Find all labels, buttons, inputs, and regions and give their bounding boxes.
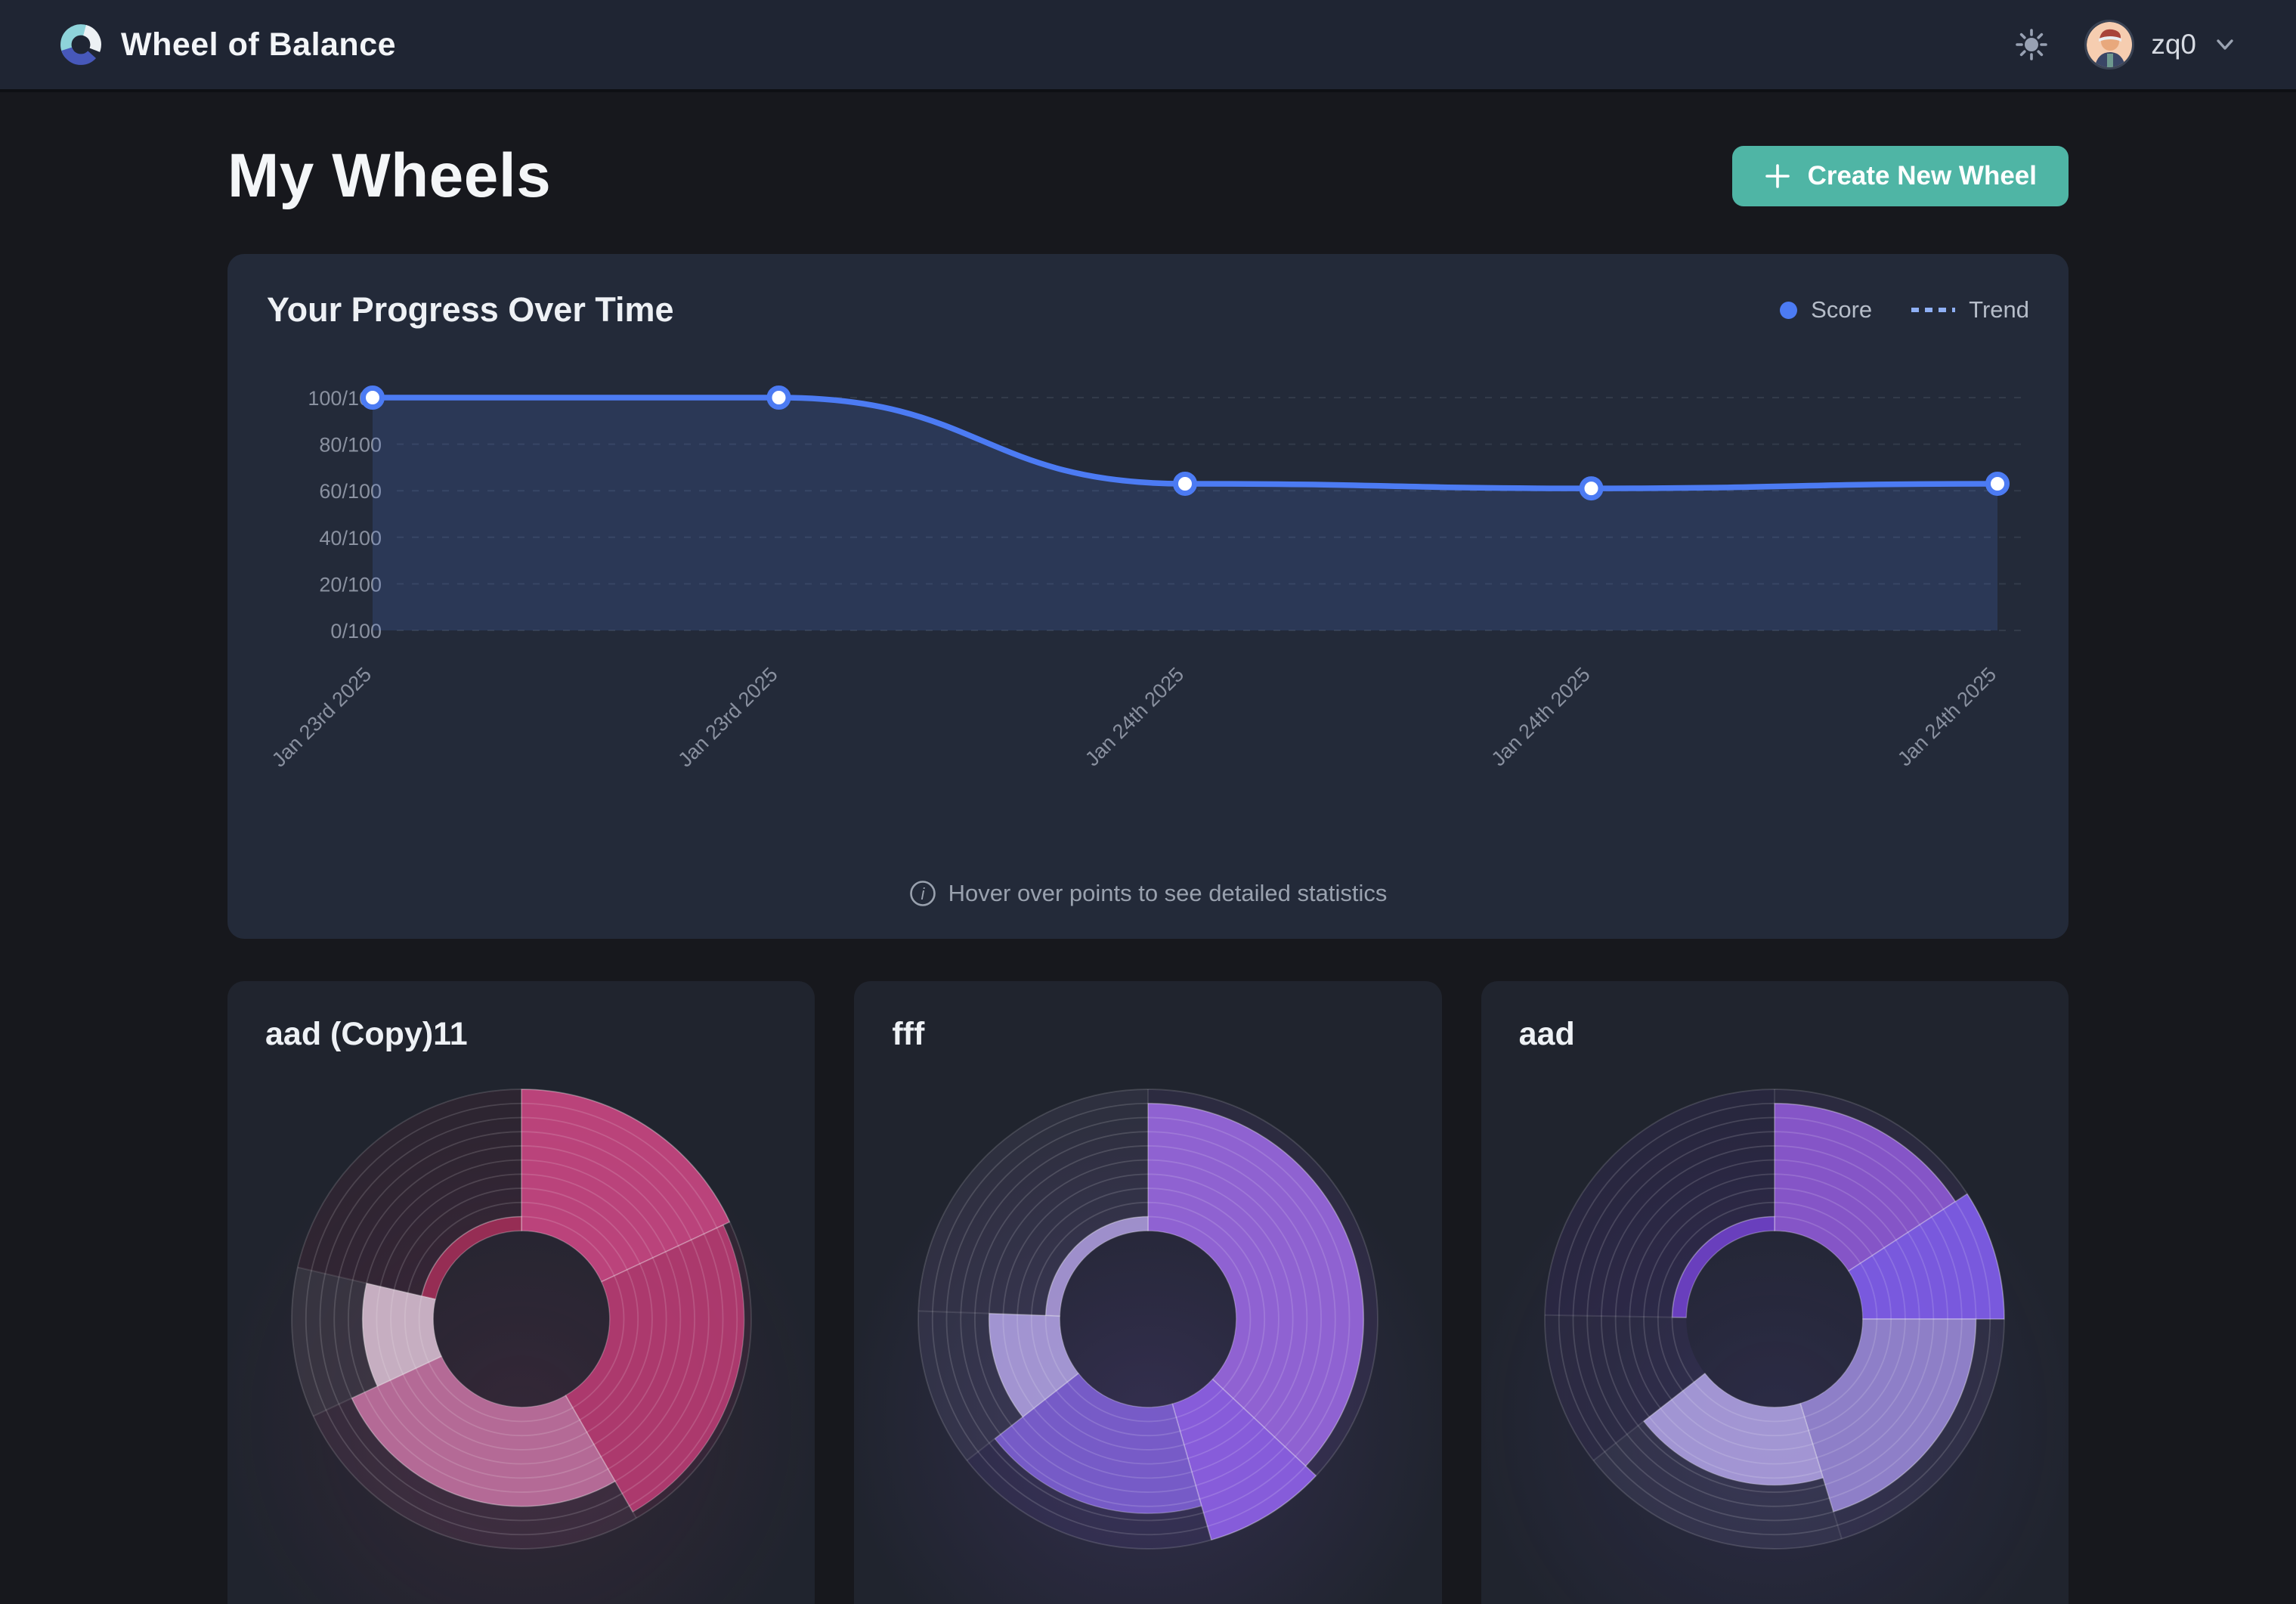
svg-text:40/100: 40/100: [319, 527, 382, 550]
theme-toggle-button[interactable]: [2015, 28, 2048, 61]
wheel-title: aad (Copy)11: [265, 1016, 468, 1052]
brand-title: Wheel of Balance: [121, 26, 397, 63]
chevron-down-icon: [2217, 39, 2233, 50]
svg-text:20/100: 20/100: [319, 573, 382, 596]
chart-hint-text: Hover over points to see detailed statis…: [948, 880, 1388, 906]
brand[interactable]: Wheel of Balance: [59, 23, 396, 67]
progress-card-title: Your Progress Over Time: [267, 290, 674, 329]
legend-score: Score: [1780, 296, 1872, 324]
create-new-wheel-label: Create New Wheel: [1807, 161, 2037, 190]
wheel-chart[interactable]: [912, 1083, 1384, 1555]
navbar-right: zq0: [2015, 20, 2237, 70]
main-content: My Wheels Create New Wheel Your Progress…: [227, 141, 2069, 1604]
svg-text:Jan 24th 2025: Jan 24th 2025: [1487, 663, 1595, 770]
wheel-chart-container: [892, 1083, 1403, 1555]
score-dot-icon: [1780, 301, 1798, 319]
navbar: Wheel of Balance: [0, 0, 2296, 92]
legend-trend-label: Trend: [1969, 296, 2029, 323]
svg-text:Jan 23rd 2025: Jan 23rd 2025: [673, 663, 781, 771]
svg-text:0/100: 0/100: [330, 620, 382, 643]
sun-icon: [2016, 29, 2048, 60]
chart-legend: Score Trend: [1780, 296, 2029, 324]
wheel-chart-container: [265, 1083, 777, 1555]
plus-icon: [1765, 164, 1790, 188]
wheel-chart-container: [1519, 1083, 2031, 1555]
svg-text:80/100: 80/100: [319, 434, 382, 457]
svg-text:i: i: [921, 884, 925, 903]
user-menu[interactable]: zq0: [2084, 20, 2237, 70]
svg-text:Jan 24th 2025: Jan 24th 2025: [1893, 663, 2000, 770]
wheel-chart[interactable]: [286, 1083, 757, 1555]
username: zq0: [2151, 29, 2196, 60]
progress-card: Your Progress Over Time Score Trend 100/…: [227, 254, 2069, 939]
info-icon: i: [909, 881, 936, 906]
svg-text:60/100: 60/100: [319, 480, 382, 503]
chart-hint: i Hover over points to see detailed stat…: [267, 880, 2029, 913]
wheel-chart[interactable]: [1539, 1083, 2010, 1555]
svg-text:Jan 24th 2025: Jan 24th 2025: [1081, 663, 1188, 770]
create-new-wheel-button[interactable]: Create New Wheel: [1731, 146, 2069, 206]
legend-score-label: Score: [1811, 296, 1873, 323]
page-head: My Wheels Create New Wheel: [227, 141, 2069, 212]
avatar: [2084, 20, 2135, 70]
wheel-title: fff: [892, 1016, 925, 1052]
wheel-title: aad: [1518, 1016, 1575, 1052]
trend-dash-icon: [1911, 308, 1956, 312]
app-logo-icon: [60, 24, 101, 65]
wheel-card[interactable]: aad (Copy)11: [227, 981, 815, 1604]
page-title: My Wheels: [227, 141, 552, 210]
wheel-card[interactable]: aad: [1481, 981, 2069, 1604]
svg-text:Jan 23rd 2025: Jan 23rd 2025: [268, 663, 376, 771]
legend-trend: Trend: [1911, 296, 2029, 324]
progress-chart-svg[interactable]: 100/10080/10060/10040/10020/1000/100Jan …: [267, 349, 2029, 878]
wheel-card[interactable]: fff: [854, 981, 1441, 1604]
wheel-grid: aad (Copy)11 fff aad: [227, 981, 2069, 1604]
progress-card-head: Your Progress Over Time Score Trend: [267, 290, 2029, 330]
